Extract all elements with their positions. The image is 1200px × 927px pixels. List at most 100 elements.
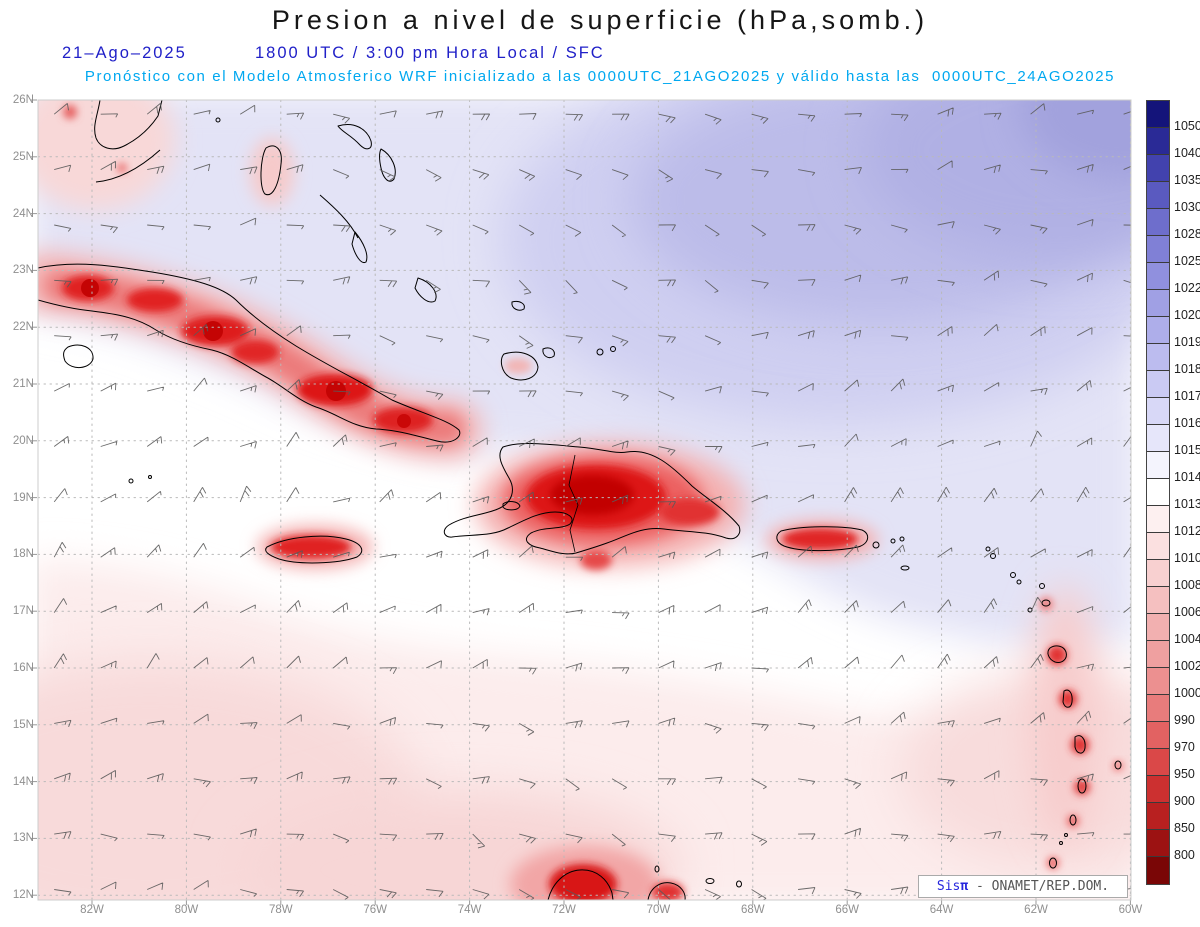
- puerto-rico-coast: [776, 526, 869, 552]
- datetime-line: 21–Ago–2025 1800 UTC / 3:00 pm Hora Loca…: [0, 44, 1200, 66]
- lon-label: 78W: [268, 904, 293, 916]
- colorbar-value: 1018: [1174, 362, 1200, 376]
- colorbar-value: 1004: [1174, 632, 1200, 646]
- colorbar-value: 1019: [1174, 335, 1200, 349]
- colorbar-value: 1012: [1174, 524, 1200, 538]
- colorbar-value: 1028: [1174, 227, 1200, 241]
- anguilla-island: [985, 546, 991, 552]
- andros-coast: [260, 145, 282, 196]
- colorbar-value: 950: [1174, 767, 1195, 781]
- guadeloupe-coast: [1047, 645, 1067, 663]
- virgin-islands-1: [890, 538, 896, 544]
- attribution-text: - ONAMET/REP.DOM.: [968, 879, 1110, 894]
- colorbar-box: [1147, 668, 1169, 695]
- colorbar-value: 850: [1174, 821, 1195, 835]
- st-vincent-island: [1069, 814, 1077, 826]
- virgin-islands-2: [899, 536, 905, 542]
- colorbar-value: 1020: [1174, 308, 1200, 322]
- colorbar-box: [1147, 317, 1169, 344]
- colorbar-value: 1014: [1174, 470, 1200, 484]
- colorbar-box: [1147, 101, 1169, 128]
- long-island-coast: [351, 231, 368, 264]
- lat-label: 13N: [12, 832, 34, 845]
- little-inagua-coast: [542, 347, 555, 359]
- lon-label: 72W: [552, 904, 576, 916]
- caicos-island: [610, 346, 616, 352]
- wind-barb-glyphs: [53, 103, 1131, 900]
- cayman-islands: [128, 478, 134, 484]
- page-title: Presion a nivel de superficie (hPa,somb.…: [271, 5, 929, 35]
- cayman-brac: [148, 475, 152, 479]
- lon-label: 80W: [174, 904, 199, 916]
- brand-label: Sis: [936, 879, 961, 894]
- martinique-coast: [1074, 735, 1086, 754]
- map-frame: [37, 99, 1132, 901]
- lon-label: 74W: [457, 904, 482, 916]
- coastlines: [38, 100, 1122, 900]
- colorbar-box: [1147, 695, 1169, 722]
- haiti-dr-border: [568, 454, 579, 553]
- colorbar-box: [1147, 398, 1169, 425]
- lat-label: 14N: [12, 775, 34, 788]
- lat-label: 12N: [12, 889, 34, 902]
- colorbar-box: [1147, 803, 1169, 830]
- colorbar-value: 1040: [1174, 146, 1200, 160]
- pressure-colorbar: [1146, 100, 1170, 885]
- colorbar-box: [1147, 182, 1169, 209]
- colorbar-value: 970: [1174, 740, 1195, 754]
- colorbar-box: [1147, 344, 1169, 371]
- colorbar-box: [1147, 560, 1169, 587]
- st-lucia-island: [1077, 778, 1087, 794]
- lat-label: 24N: [12, 207, 34, 220]
- lon-label: 66W: [835, 904, 860, 916]
- colorbar-box: [1147, 614, 1169, 641]
- lat-label: 26N: [12, 94, 34, 106]
- acklins-coast: [414, 277, 437, 303]
- florida-coast: [94, 100, 163, 150]
- colorbar-box: [1147, 128, 1169, 155]
- exuma-chain: [319, 194, 359, 239]
- lon-label: 68W: [740, 904, 765, 916]
- colorbar-box: [1147, 641, 1169, 668]
- colorbar-box: [1147, 857, 1169, 884]
- lat-label: 21N: [12, 378, 34, 390]
- run-date: 21–Ago–2025: [62, 44, 187, 62]
- forecast-line: Pronóstico con el Modelo Atmosferico WRF…: [84, 68, 1116, 85]
- colorbar-value: 1008: [1174, 578, 1200, 592]
- colorbar-box: [1147, 263, 1169, 290]
- curacao-island: [705, 878, 715, 884]
- isla-juventud-coast: [63, 344, 94, 368]
- lat-label: 15N: [12, 718, 34, 731]
- colorbar-box: [1147, 290, 1169, 317]
- lon-label: 60W: [1118, 904, 1143, 916]
- lat-label: 25N: [12, 150, 34, 163]
- pressure-shading: [38, 100, 1131, 900]
- colorbar-box: [1147, 830, 1169, 857]
- hispaniola-coast: [443, 443, 741, 555]
- antigua-island: [1041, 599, 1051, 607]
- turks-island: [596, 348, 604, 356]
- pi-symbol: π: [960, 879, 969, 894]
- lat-label: 17N: [12, 605, 34, 618]
- run-time: 1800 UTC / 3:00 pm Hora Local / SFC: [255, 44, 605, 62]
- colorbar-box: [1147, 722, 1169, 749]
- guajira-coast: [547, 869, 614, 900]
- colorbar-value: 1022: [1174, 281, 1200, 295]
- bimini-island: [215, 117, 221, 123]
- colorbar-value: 900: [1174, 794, 1195, 808]
- colorbar-box: [1147, 155, 1169, 182]
- colorbar-value: 1025: [1174, 254, 1200, 268]
- lat-label: 22N: [12, 321, 34, 334]
- lon-label: 62W: [1024, 904, 1048, 916]
- lon-label: 82W: [80, 904, 104, 916]
- barbuda-island: [1039, 583, 1045, 589]
- barbados-island: [1114, 760, 1122, 770]
- colorbar-value: 1050: [1174, 119, 1200, 133]
- lat-label: 18N: [12, 548, 34, 561]
- attribution-box: Sisπ - ONAMET/REP.DOM.: [918, 875, 1128, 898]
- st-croix-island: [900, 565, 910, 571]
- wind-barbs: [53, 103, 1131, 900]
- cuba-coast: [38, 263, 461, 443]
